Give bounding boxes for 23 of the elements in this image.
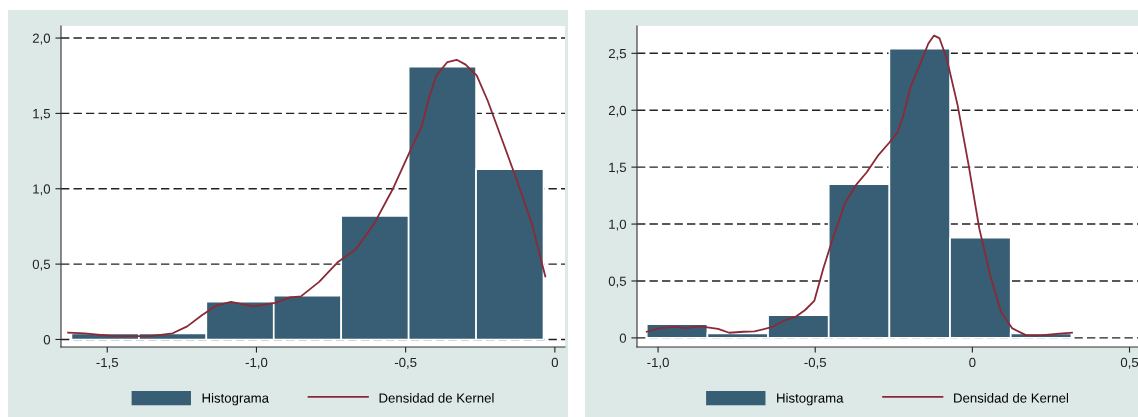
y-tick-label: 2,0 [32, 33, 51, 45]
y-tick-label: 0,5 [608, 276, 627, 288]
y-tick-label: 0 [619, 333, 627, 343]
x-tick-label: -0,5 [804, 357, 827, 369]
legend-label: Densidad de Kernel [954, 393, 1069, 403]
x-tick-label: 0 [551, 357, 559, 368]
y-tick-label: 1,0 [609, 219, 627, 231]
legend-label: Histograma [777, 393, 844, 406]
y-tick-label: 1,0 [33, 184, 51, 196]
y-tick-label: 2,0 [608, 105, 627, 117]
legend-label: Histograma [202, 393, 269, 406]
x-tick-label: -1,5 [96, 357, 119, 369]
y-tick-label: 2,5 [608, 48, 627, 60]
y-tick-label: 0 [43, 335, 51, 345]
legend-label: Densidad de Kernel [379, 393, 494, 403]
x-tick-label: -1,0 [647, 357, 669, 369]
y-tick-label: 1,5 [609, 162, 627, 174]
y-tick-label: 1,5 [33, 109, 51, 120]
y-tick-label: 0,5 [32, 259, 51, 271]
x-tick-label: 0,5 [1120, 357, 1138, 369]
x-tick-label: -0,5 [394, 357, 417, 369]
x-tick-label: -1,0 [245, 357, 268, 369]
x-tick-label: 0 [969, 357, 976, 368]
